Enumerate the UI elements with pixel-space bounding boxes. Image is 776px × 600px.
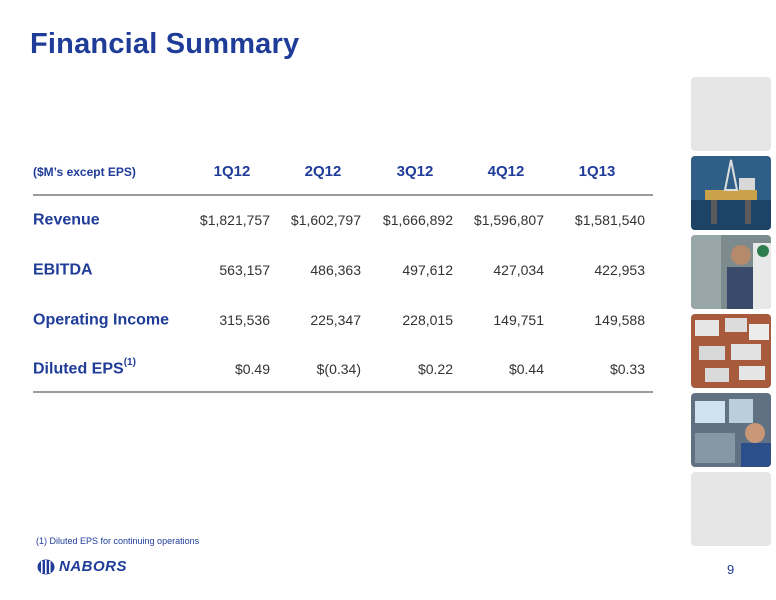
image-strip: [691, 77, 771, 551]
table-cell: $0.49: [234, 361, 270, 377]
table-cell: 497,612: [402, 262, 453, 278]
table-cell: 315,536: [219, 312, 270, 328]
table-cell: 149,588: [594, 312, 645, 328]
table-cell: $1,581,540: [574, 212, 645, 228]
table-bottom-rule: [33, 391, 653, 393]
table-cell: $1,602,797: [290, 212, 361, 228]
column-header: 2Q12: [304, 163, 342, 180]
table-cell: 149,751: [493, 312, 544, 328]
blank-tile-top: [691, 77, 771, 151]
table-cell: 228,015: [402, 312, 453, 328]
table-cell: 427,034: [493, 262, 544, 278]
row-label: Diluted EPS(1): [33, 357, 136, 378]
footnote: (1) Diluted EPS for continuing operation…: [36, 536, 200, 546]
table-cell: $0.33: [609, 361, 645, 377]
logo-text: NABORS: [59, 558, 128, 575]
nabors-logo: NABORS: [37, 558, 127, 575]
rig-equipment-photo: [691, 314, 771, 388]
blank-tile-bottom: [691, 472, 771, 546]
nabors-logo-icon: [37, 559, 55, 574]
offshore-rig-photo: [691, 156, 771, 230]
table-row: EBITDA 563,157 486,363 497,612 427,034 4…: [33, 260, 653, 284]
table-cell: $(0.34): [316, 361, 361, 377]
row-label: Revenue: [33, 211, 100, 229]
table-cell: $1,821,757: [199, 212, 270, 228]
table-cell: $1,666,892: [382, 212, 453, 228]
header-divider: [33, 194, 653, 196]
page-number: 9: [727, 562, 735, 577]
table-row: Operating Income 315,536 225,347 228,015…: [33, 310, 653, 334]
row-label: EBITDA: [33, 261, 93, 279]
column-header: 4Q12: [487, 163, 525, 180]
table-row: Revenue $1,821,757 $1,602,797 $1,666,892…: [33, 210, 653, 234]
table-cell: 563,157: [219, 262, 270, 278]
column-header: 1Q13: [578, 163, 616, 180]
table-cell: $0.22: [417, 361, 453, 377]
table-cell: $1,596,807: [473, 212, 544, 228]
control-room-photo: [691, 393, 771, 467]
row-label: Operating Income: [33, 311, 170, 329]
table-row: Diluted EPS(1) $0.49 $(0.34) $0.22 $0.44…: [33, 357, 653, 383]
table-cell: $0.44: [508, 361, 544, 377]
worker-photo: [691, 235, 771, 309]
column-header: 1Q12: [213, 163, 251, 180]
unit-label: ($M’s except EPS): [33, 165, 136, 179]
table-header: ($M’s except EPS) 1Q12 2Q12 3Q12 4Q12 1Q…: [33, 150, 653, 194]
table-cell: 422,953: [594, 262, 645, 278]
financial-table: ($M’s except EPS) 1Q12 2Q12 3Q12 4Q12 1Q…: [33, 150, 653, 393]
table-cell: 486,363: [310, 262, 361, 278]
column-header: 3Q12: [396, 163, 434, 180]
table-cell: 225,347: [310, 312, 361, 328]
slide-title: Financial Summary: [30, 28, 300, 60]
